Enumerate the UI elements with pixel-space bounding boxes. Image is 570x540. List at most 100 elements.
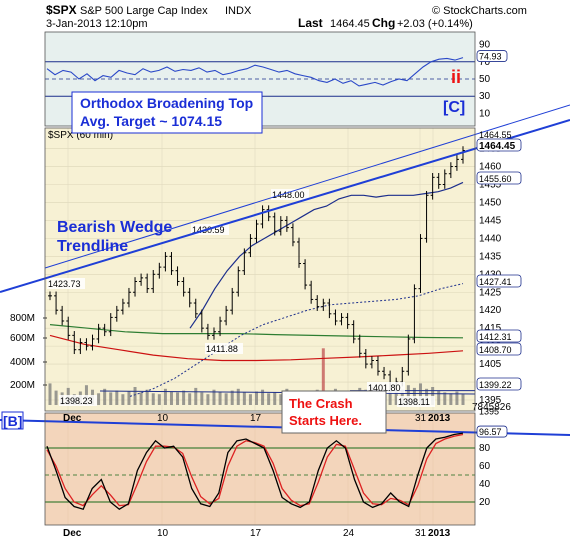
rsi-right-label-box <box>476 50 508 62</box>
volume-bar <box>248 394 252 405</box>
stochastic-panel-background <box>45 413 475 525</box>
price-point-label: 1401.80 <box>368 383 401 393</box>
broadening-line2: Avg. Target ~ 1074.15 <box>80 113 222 129</box>
broadening-line1: Orthodox Broadening Top <box>80 95 253 111</box>
price-right-label: 1455.60 <box>479 174 512 184</box>
volume-bar <box>139 392 143 405</box>
stochastic-tick-label: 20 <box>479 497 491 508</box>
volume-bar <box>455 391 459 405</box>
volume-bar <box>97 393 101 405</box>
volume-bar <box>418 383 422 405</box>
broadening-top-annotation: Orthodox Broadening Top Avg. Target ~ 10… <box>71 91 263 134</box>
wave-b-label: [B] <box>3 413 22 429</box>
volume-bar <box>163 388 167 405</box>
header-credit: © StockCharts.com <box>432 5 527 17</box>
volume-bar <box>188 393 192 405</box>
price-point-label: 1423.73 <box>48 279 81 289</box>
x-axis-label: 2013 <box>428 528 451 539</box>
volume-bar <box>437 390 441 405</box>
price-point-label-bg <box>59 395 97 406</box>
rsi-tick-label: 30 <box>479 91 491 102</box>
price-right-label: 1427.41 <box>479 277 512 287</box>
price-right-label: 1412.31 <box>479 332 512 342</box>
x-axis-label: 31 <box>415 528 427 539</box>
x-axis-label: Dec <box>63 528 82 539</box>
stochastic-right-label: 96.57 <box>479 427 502 437</box>
stochastic-d-line <box>46 433 464 507</box>
wedge-line1: Bearish Wedge <box>57 219 172 236</box>
price-point-label-bg <box>205 343 243 354</box>
volume-bar <box>157 394 161 405</box>
volume-bar <box>169 391 173 405</box>
x-axis-label: 2013 <box>428 413 451 424</box>
x-axis-label: 31 <box>415 413 427 424</box>
volume-bar <box>273 392 277 405</box>
volume-bar <box>133 387 137 405</box>
rsi-tick-label: 70 <box>479 57 491 68</box>
volume-bar <box>206 394 210 405</box>
price-point-label: 1398.11 <box>398 397 430 407</box>
broadening-upper-line <box>44 104 570 269</box>
volume-bar <box>176 392 180 405</box>
x-axis-label: 10 <box>157 413 169 424</box>
header-name: S&P 500 Large Cap Index <box>80 5 208 17</box>
volume-bar <box>224 393 228 405</box>
price-right-label-box <box>476 274 522 288</box>
wedge-line2: Trendline <box>57 238 128 255</box>
x-axis-label: Dec <box>63 413 82 424</box>
price-point-label-bg <box>47 278 85 289</box>
header-exchange: INDX <box>225 5 252 17</box>
price-point-label-bg <box>367 382 405 393</box>
volume-bar <box>261 389 265 405</box>
crash-line1: The Crash <box>289 396 353 411</box>
stochastic-tick-label: 80 <box>479 443 491 454</box>
stochastic-tick-label: 40 <box>479 479 491 490</box>
volume-bar <box>321 348 325 405</box>
stochastic-right-label-box <box>476 425 508 438</box>
stochastic-k-line <box>46 432 464 510</box>
volume-axis-label: 400M <box>10 357 35 368</box>
volume-bar <box>103 388 107 405</box>
volume-bar <box>449 393 453 405</box>
header-date: 3-Jan-2013 12:10pm <box>46 18 148 30</box>
rsi-tick-label: 10 <box>479 108 491 119</box>
price-right-label: 1464.55 <box>479 130 512 140</box>
volume-bar <box>406 385 410 405</box>
ma-blue-line <box>189 181 464 329</box>
price-tick-label: 1435 <box>479 251 502 262</box>
volume-bar <box>182 390 186 405</box>
price-point-label-bg <box>271 189 309 200</box>
grid <box>45 128 475 525</box>
rsi-tick-label: 90 <box>479 40 491 51</box>
price-tick-label: 1405 <box>479 359 502 370</box>
volume-bar <box>394 391 398 405</box>
panel-border <box>44 412 476 526</box>
price-right-label: 1408.70 <box>479 345 512 355</box>
price-right-label: 1399.22 <box>479 380 512 390</box>
volume-bar <box>218 391 222 405</box>
ma-dotted-line <box>129 283 464 397</box>
header-last-label: Last <box>298 16 323 30</box>
price-right-label-box <box>476 138 522 152</box>
volume-bar <box>194 387 198 405</box>
volume-bar <box>279 394 283 405</box>
volume-bar <box>242 392 246 405</box>
price-tick-label-bottom: 1395 <box>479 406 499 416</box>
volume-bar <box>200 392 204 405</box>
wave-ii-label: ii <box>451 67 461 87</box>
crash-annotation: The Crash Starts Here. <box>281 390 387 434</box>
volume-bar <box>121 394 125 405</box>
x-axis-label: 10 <box>157 528 169 539</box>
volume-bar <box>388 390 392 405</box>
ma-red-line <box>49 334 464 362</box>
volume-bar <box>109 392 113 405</box>
price-tick-label: 1455 <box>479 180 502 191</box>
price-right-label-box <box>476 171 522 185</box>
volume-bar <box>212 389 216 405</box>
volume-bar <box>267 393 271 405</box>
volume-bar <box>127 391 131 405</box>
rsi-tick-label: 50 <box>479 74 491 85</box>
volume-bar <box>54 390 58 405</box>
price-tick-label: 1395 <box>479 395 502 406</box>
